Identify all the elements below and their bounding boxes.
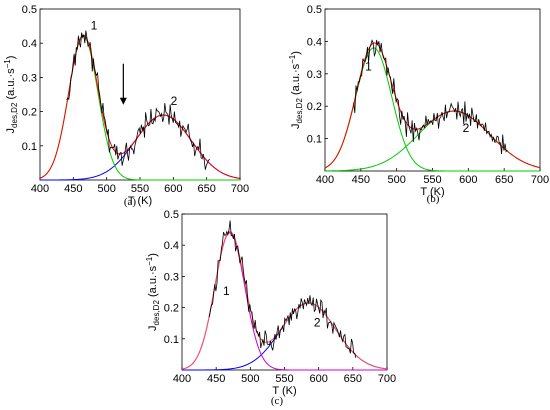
x-tick-label: 650 bbox=[495, 174, 513, 186]
down-arrow-icon bbox=[119, 97, 127, 105]
panel-c: 400 450 500 550 600 650 700 0.1 0.2 0.3 0.4 0.5 T (K… bbox=[145, 209, 396, 407]
y-label-main: J bbox=[5, 128, 17, 134]
plot-frame bbox=[39, 8, 241, 181]
panel-label: (b) bbox=[427, 193, 440, 205]
y-label-close: ) bbox=[147, 253, 159, 257]
y-label-close: ) bbox=[5, 56, 17, 60]
x-tick-label: 500 bbox=[97, 183, 115, 195]
x-tick-label: 450 bbox=[352, 174, 370, 186]
fit-peak-1-curve bbox=[324, 47, 540, 172]
x-tick-label: 550 bbox=[131, 183, 149, 195]
x-tick-label: 700 bbox=[231, 183, 249, 195]
y-label-subscript: des,D2 bbox=[295, 98, 304, 124]
y-label-main: J bbox=[147, 325, 159, 331]
x-tick-label: 600 bbox=[459, 174, 477, 186]
y-tick-label: 0.5 bbox=[22, 4, 37, 16]
x-axis-label: T (K) bbox=[128, 195, 152, 207]
x-tick-label: 400 bbox=[316, 174, 334, 186]
fit-peak-2-curve bbox=[182, 302, 388, 371]
x-tick-label: 550 bbox=[275, 373, 293, 385]
y-label-unit: (a.u.·s bbox=[147, 265, 159, 300]
y-label-unit: (a.u.·s bbox=[290, 63, 302, 98]
y-tick-label: 0.3 bbox=[307, 69, 322, 81]
y-axis-label: Jdes,D2 (a.u.·s−1) bbox=[145, 253, 161, 331]
y-label-exponent: −1 bbox=[3, 59, 12, 69]
x-tick-label: 400 bbox=[173, 373, 191, 385]
x-axis-label: T (K) bbox=[272, 385, 296, 397]
y-label-exponent: −1 bbox=[145, 256, 154, 266]
x-tick-label: 450 bbox=[64, 183, 82, 195]
peak-1-label: 1 bbox=[91, 19, 98, 33]
experimental-trace bbox=[66, 30, 210, 170]
y-label-main: J bbox=[290, 123, 302, 129]
y-tick-label: 0.4 bbox=[307, 36, 322, 48]
y-label-unit: (a.u.·s bbox=[5, 68, 17, 103]
x-tick-label: 700 bbox=[531, 174, 549, 186]
x-tick-label: 600 bbox=[164, 183, 182, 195]
y-tick-label: 0.1 bbox=[164, 334, 179, 346]
x-tick-label: 500 bbox=[387, 174, 405, 186]
peak-2-label: 2 bbox=[314, 315, 321, 329]
y-label-subscript: des,D2 bbox=[152, 300, 161, 326]
y-tick-label: 0.1 bbox=[22, 141, 37, 153]
peak-2-label: 2 bbox=[463, 121, 470, 135]
panel-a: 400 450 500 550 600 650 700 0.1 0.2 0.3 0.4 0.5 T (K… bbox=[3, 4, 249, 208]
y-label-exponent: −1 bbox=[288, 54, 297, 64]
x-tick-label: 650 bbox=[344, 373, 362, 385]
x-tick-label: 600 bbox=[309, 373, 327, 385]
peak-1-label: 1 bbox=[223, 284, 230, 298]
x-tick-label: 500 bbox=[241, 373, 259, 385]
y-label-subscript: des,D2 bbox=[10, 102, 19, 128]
x-tick-label: 650 bbox=[197, 183, 215, 195]
x-tick-label: 400 bbox=[31, 183, 49, 195]
y-tick-label: 0.5 bbox=[307, 4, 322, 16]
total-fit-curve bbox=[324, 42, 541, 169]
y-axis-label: Jdes,D2 (a.u.·s−1) bbox=[3, 56, 19, 134]
fit-peak-2-curve bbox=[40, 114, 241, 181]
y-tick-label: 0.2 bbox=[307, 101, 322, 113]
y-tick-label: 0.3 bbox=[164, 271, 179, 283]
experimental-trace bbox=[208, 220, 357, 358]
y-tick-label: 0.5 bbox=[164, 209, 179, 221]
panel-label: (a) bbox=[124, 196, 137, 208]
fit-peak-1-curve bbox=[39, 35, 240, 181]
plot-frame bbox=[181, 213, 388, 371]
x-tick-label: 450 bbox=[207, 373, 225, 385]
y-tick-label: 0.2 bbox=[22, 107, 37, 119]
y-tick-label: 0.1 bbox=[307, 134, 322, 146]
x-tick-label: 550 bbox=[423, 174, 441, 186]
y-axis-label: Jdes,D2 (a.u.·s−1) bbox=[288, 51, 304, 129]
panel-label: (c) bbox=[271, 395, 284, 407]
y-tick-label: 0.2 bbox=[164, 303, 179, 315]
peak-1-label: 1 bbox=[365, 60, 372, 74]
peak-2-label: 2 bbox=[171, 94, 178, 108]
total-fit-curve bbox=[39, 34, 241, 179]
y-tick-label: 0.3 bbox=[22, 72, 37, 84]
y-label-close: ) bbox=[290, 51, 302, 55]
x-tick-label: 700 bbox=[378, 373, 396, 385]
x-axis-label: T (K) bbox=[420, 186, 444, 198]
y-tick-label: 0.4 bbox=[164, 240, 179, 252]
panel-b: 400 450 500 550 600 650 700 0.1 0.2 0.3 0.4 0.5 T (K… bbox=[288, 4, 549, 205]
experimental-trace bbox=[353, 39, 508, 155]
y-tick-label: 0.4 bbox=[22, 38, 37, 50]
